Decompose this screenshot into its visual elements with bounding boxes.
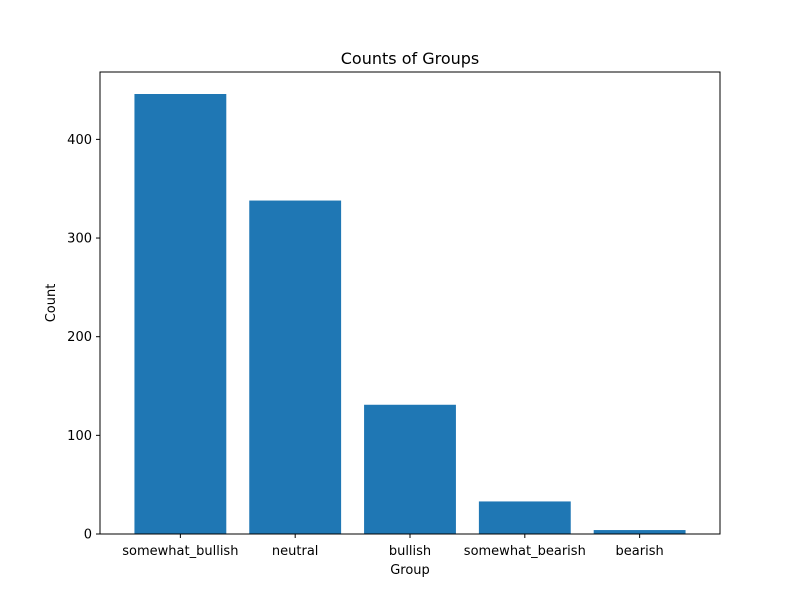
bar-somewhat_bullish <box>134 94 227 534</box>
y-axis: 0 100 200 300 400 <box>67 133 100 543</box>
x-axis: somewhat_bullish neutral bullish somewhat_b… <box>122 534 664 559</box>
y-axis-label: Count <box>44 284 59 323</box>
x-tick-label-bearish: bearish <box>616 544 664 559</box>
y-tick-label-300: 300 <box>67 232 92 247</box>
chart-title: Counts of Groups <box>341 49 480 68</box>
x-axis-label: Group <box>390 563 430 578</box>
bar-bullish <box>364 404 456 534</box>
y-tick-label-200: 200 <box>67 330 92 345</box>
y-tick-label-400: 400 <box>67 133 92 148</box>
x-tick-label-somewhat_bearish: somewhat_bearish <box>464 544 586 559</box>
bars-layer <box>134 94 686 534</box>
x-tick-label-bullish: bullish <box>389 544 431 559</box>
plot-frame <box>99 71 721 535</box>
x-tick-label-neutral: neutral <box>272 544 319 559</box>
bar-neutral <box>249 200 342 534</box>
y-tick-label-0: 0 <box>84 528 92 543</box>
bar-bearish <box>593 530 686 534</box>
y-tick-label-100: 100 <box>67 429 92 444</box>
bar-somewhat_bearish <box>478 501 571 534</box>
x-tick-label-somewhat_bullish: somewhat_bullish <box>122 544 238 559</box>
